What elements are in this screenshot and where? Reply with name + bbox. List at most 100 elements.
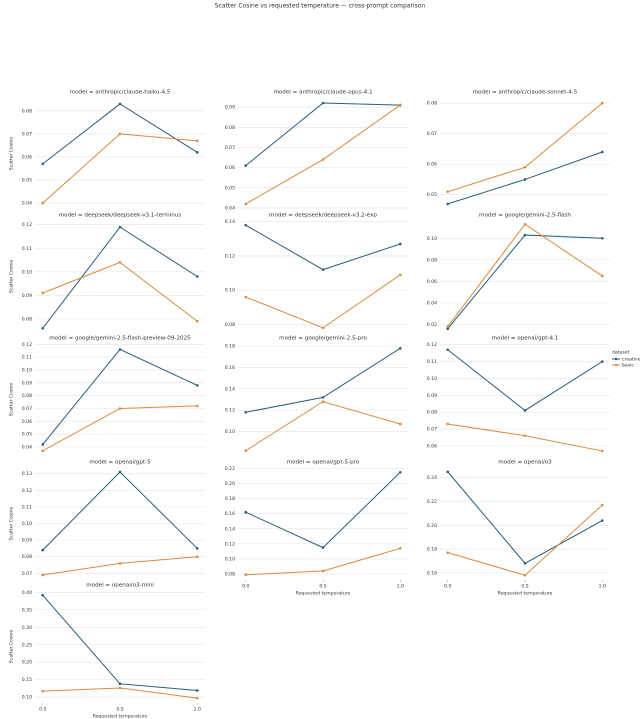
series-line	[42, 226, 198, 329]
y-tick-label: 0.12	[427, 342, 437, 348]
x-tick-label: 1.0	[194, 707, 201, 713]
x-axis-label: Requested temperature	[296, 591, 351, 597]
data-point	[446, 327, 450, 330]
data-point	[41, 201, 45, 205]
y-tick-label: 0.14	[225, 386, 235, 392]
data-point	[118, 686, 122, 690]
data-point	[600, 503, 604, 507]
series-line	[447, 423, 603, 452]
y-tick-label: 0.07	[427, 131, 437, 137]
y-tick-label: 0.08	[22, 393, 32, 399]
y-tick-label: 0.10	[22, 367, 32, 373]
y-tick-label: 0.02	[427, 322, 437, 328]
y-tick-label: 0.09	[225, 105, 235, 111]
data-point	[398, 273, 402, 277]
y-tick-label: 0.04	[22, 445, 32, 451]
data-point	[195, 404, 199, 408]
y-tick-label: 0.07	[22, 406, 32, 412]
y-axis-label: Scatter Cosine	[9, 630, 15, 664]
legend-label: creative	[622, 357, 640, 363]
y-tick-label: 0.06	[225, 165, 235, 171]
data-point	[195, 555, 199, 559]
x-tick-label: 0.0	[444, 584, 451, 590]
data-point	[321, 396, 325, 399]
y-tick-label: 0.10	[225, 556, 235, 562]
data-point	[41, 443, 45, 446]
x-tick-label: 1.0	[599, 584, 606, 590]
y-tick-label: 0.09	[22, 538, 32, 544]
y-tick-label: 0.24	[427, 475, 437, 481]
x-tick-label: 0.5	[116, 707, 123, 713]
y-tick-label: 0.10	[22, 521, 32, 527]
y-tick-label: 0.14	[225, 526, 235, 532]
x-tick-label: 0.0	[39, 707, 46, 713]
panel-title: model = openai/gpt-5	[89, 460, 151, 466]
data-point	[244, 573, 248, 577]
panel-title: model = google/gemini-2.5-pro	[279, 336, 367, 342]
data-point	[398, 547, 402, 550]
panel-title: model = openai/gpt-4.1	[492, 336, 559, 342]
y-tick-label: 0.07	[22, 571, 32, 577]
panel-title: model = anthropic/claude-sonnet-4.5	[473, 90, 578, 96]
y-tick-label: 0.15	[22, 677, 32, 683]
data-point	[321, 400, 325, 403]
data-point	[523, 223, 527, 226]
data-point	[41, 548, 45, 552]
y-tick-label: 0.10	[22, 695, 32, 701]
data-point	[321, 326, 325, 330]
x-tick-label: 1.0	[397, 584, 404, 590]
data-point	[446, 325, 450, 328]
panel-title: model = deepseek/deepseek-v3.2-exp	[269, 213, 377, 219]
series-line	[447, 234, 603, 330]
y-tick-label: 0.14	[225, 219, 235, 225]
data-point	[118, 348, 122, 351]
data-point	[118, 682, 122, 686]
panel-title: model = anthropic/claude-opus-4.1	[273, 90, 373, 96]
panel-title: model = google/gemini-2.5-flash	[479, 213, 571, 219]
y-tick-label: 0.11	[427, 359, 437, 365]
y-tick-label: 0.11	[22, 504, 32, 510]
series-line	[447, 349, 603, 412]
data-point	[118, 261, 122, 264]
y-tick-label: 0.20	[22, 660, 32, 666]
data-point	[600, 519, 604, 522]
data-point	[398, 347, 402, 350]
data-point	[195, 151, 199, 154]
y-tick-label: 0.08	[22, 316, 32, 322]
data-point	[244, 295, 248, 299]
series-line	[447, 471, 603, 564]
data-point	[523, 409, 527, 412]
y-tick-label: 0.10	[427, 376, 437, 382]
series-line	[42, 594, 198, 691]
panel-title: model = google/gemini-2.5-flash-preview-…	[49, 336, 191, 342]
y-tick-label: 0.11	[22, 355, 32, 361]
data-point	[523, 165, 527, 169]
y-axis-label: Scatter Cosine	[9, 260, 15, 294]
data-point	[398, 470, 402, 474]
figure-title: Scatter Cosine vs requested temperature …	[215, 3, 426, 10]
y-tick-label: 0.35	[22, 607, 32, 613]
data-point	[41, 573, 45, 577]
data-point	[244, 449, 248, 452]
y-tick-label: 0.08	[427, 101, 437, 107]
series-line	[42, 687, 198, 699]
data-point	[321, 569, 325, 573]
y-tick-label: 0.12	[225, 541, 235, 547]
y-tick-label: 0.06	[427, 162, 437, 168]
data-point	[195, 696, 199, 700]
y-tick-label: 0.18	[427, 547, 437, 553]
y-tick-label: 0.04	[22, 201, 32, 207]
y-tick-label: 0.05	[22, 178, 32, 184]
y-tick-label: 0.07	[225, 145, 235, 151]
y-tick-label: 0.13	[22, 471, 32, 477]
series-line	[42, 133, 198, 204]
series-line	[447, 223, 603, 327]
y-tick-label: 0.05	[427, 192, 437, 198]
y-tick-label: 0.10	[22, 269, 32, 275]
y-tick-label: 0.20	[225, 481, 235, 487]
data-point	[446, 348, 450, 352]
y-axis-label: Scatter Cosine	[9, 507, 15, 541]
y-tick-label: 0.06	[427, 279, 437, 285]
y-tick-label: 0.22	[225, 466, 235, 472]
data-point	[446, 422, 450, 426]
